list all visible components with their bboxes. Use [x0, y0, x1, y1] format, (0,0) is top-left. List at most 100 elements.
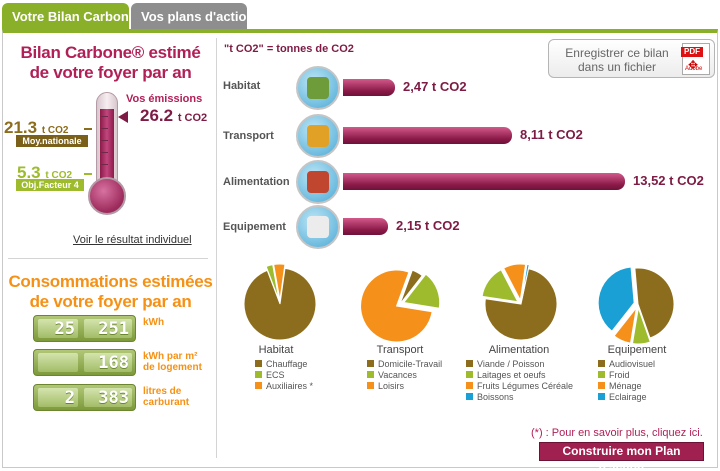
tab-vos-plans-d-action[interactable]: Vos plans d'action: [131, 3, 254, 30]
legend-swatch: [598, 393, 605, 400]
left-divider: [8, 258, 208, 259]
legend-swatch: [255, 371, 262, 378]
bar-value-label: 2,15 t CO2: [396, 218, 460, 233]
bilan-title-line1: Bilan Carbone® estimé: [20, 43, 201, 62]
counter-unit-line1: kWh par m²: [143, 351, 198, 362]
legend-swatch: [466, 382, 473, 389]
counter-unit-line2: de logement: [143, 362, 202, 373]
legend-item: Auxiliaires *: [255, 381, 313, 391]
counter-display: 2 383: [33, 384, 136, 411]
thermometer-tick: [101, 164, 108, 165]
icon-emblem: [307, 171, 329, 193]
emissions-label: Vos émissions: [126, 93, 203, 105]
bar-value-label: 13,52 t CO2: [633, 173, 704, 188]
counter-segment-units: 383: [84, 388, 132, 408]
factor4-label: Obj.Facteur 4: [16, 179, 84, 191]
legend-swatch: [466, 360, 473, 367]
national-pointer: [84, 128, 92, 130]
legend-swatch: [598, 382, 605, 389]
counter-unit-line1: litres de: [143, 386, 182, 397]
legend-swatch: [466, 371, 473, 378]
export-label-line1: Enregistrer ce bilan: [565, 46, 669, 60]
factor4-unit: t CO2: [45, 170, 73, 181]
legend-swatch: [367, 382, 374, 389]
thermometer-tick: [101, 128, 108, 129]
individual-result-link[interactable]: Voir le résultat individuel: [73, 234, 192, 246]
bar-alimentation: [343, 173, 625, 190]
icon-emblem: [307, 77, 329, 99]
unit-note: "t CO2" = tonnes de CO2: [224, 43, 354, 55]
legend-label: Loisirs: [378, 381, 405, 391]
legend-item: Fruits Légumes Céréale: [466, 381, 573, 391]
legend-item: Boissons: [466, 392, 514, 402]
appliance-icon: [296, 205, 340, 249]
export-label-line2: dans un fichier: [577, 60, 657, 74]
factor4-value: 5.3: [17, 163, 41, 182]
more-info-link[interactable]: (*) : Pour en savoir plus, cliquez ici.: [531, 427, 703, 439]
counter-segment-units: 251: [84, 319, 132, 339]
emissions-pointer: [118, 111, 128, 123]
legend-swatch: [598, 371, 605, 378]
consumption-title-line2: de votre foyer par an: [29, 292, 192, 311]
legend-swatch: [255, 382, 262, 389]
counter-segment-units: 168: [84, 353, 132, 373]
thermometer: [88, 92, 128, 217]
legend-label: Laitages et oeufs: [477, 370, 546, 380]
pie-title: Habitat: [258, 344, 294, 356]
bar-category-label: Habitat: [223, 80, 261, 92]
icon-emblem: [307, 125, 329, 147]
legend-item: ECS: [255, 370, 285, 380]
national-value-block: 21.3 t CO2: [4, 118, 69, 138]
pie-title: Equipement: [607, 344, 667, 356]
build-action-plan-button[interactable]: Construire mon Plan d'action: [539, 442, 704, 471]
pdf-tag: PDF: [681, 47, 703, 57]
thermometer-tick: [101, 152, 108, 153]
legend-item: Audiovisuel: [598, 359, 655, 369]
bar-value-label: 2,47 t CO2: [403, 79, 467, 94]
counter-segment-thousands: 2: [38, 388, 78, 408]
legend-label: Viande / Poisson: [477, 359, 545, 369]
national-label: Moy.nationale: [16, 135, 88, 147]
legend-swatch: [466, 393, 473, 400]
bar-category-label: Transport: [223, 130, 274, 142]
column-divider: [216, 38, 217, 458]
legend-label: Fruits Légumes Céréale: [477, 381, 574, 391]
pie-title: Transport: [376, 344, 424, 356]
bilan-title-line2: de votre foyer par an: [29, 63, 192, 82]
emissions-unit: t CO2: [177, 112, 208, 124]
counter-display: 25 251: [33, 315, 136, 342]
legend-label: Chauffage: [266, 359, 308, 369]
adobe-label: Adobe: [685, 66, 703, 72]
pdf-icon: PDF ✥ Adobe: [681, 43, 710, 75]
thermometer-tick: [101, 140, 108, 141]
legend-swatch: [255, 360, 262, 367]
pie-title: Alimentation: [488, 344, 550, 356]
factor4-value-block: 5.3 t CO2: [17, 163, 72, 183]
legend-label: ECS: [266, 370, 285, 380]
bar-category-label: Alimentation: [223, 176, 290, 188]
legend-item: Domicile-Travail: [367, 359, 442, 369]
counter-segment-thousands: 25: [38, 319, 78, 339]
consumption-title: Consommations estimées de votre foyer pa…: [8, 272, 213, 312]
factor4-pointer: [84, 173, 92, 175]
tab-votre-bilan-carbone[interactable]: Votre Bilan Carbone: [2, 3, 136, 30]
legend-label: Domicile-Travail: [378, 359, 443, 369]
bar-category-label: Equipement: [223, 221, 286, 233]
legend-label: Froid: [609, 370, 630, 380]
bar-value-label: 8,11 t CO2: [520, 127, 583, 142]
legend-label: Audiovisuel: [609, 359, 656, 369]
consumption-title-line1: Consommations estimées: [8, 272, 213, 291]
counter-unit: kWh: [143, 317, 164, 328]
legend-item: Ménage: [598, 381, 642, 391]
legend-item: Chauffage: [255, 359, 307, 369]
bar-habitat: [343, 79, 395, 96]
counter-unit: litres de carburant: [143, 386, 189, 408]
legend-swatch: [367, 371, 374, 378]
legend-label: Vacances: [378, 370, 417, 380]
icon-emblem: [307, 216, 329, 238]
legend-item: Froid: [598, 370, 630, 380]
counter-unit: kWh par m² de logement: [143, 351, 202, 373]
legend-item: Eclairage: [598, 392, 647, 402]
export-pdf-button[interactable]: Enregistrer ce bilan dans un fichier PDF…: [548, 39, 715, 78]
car-icon: [296, 114, 340, 158]
